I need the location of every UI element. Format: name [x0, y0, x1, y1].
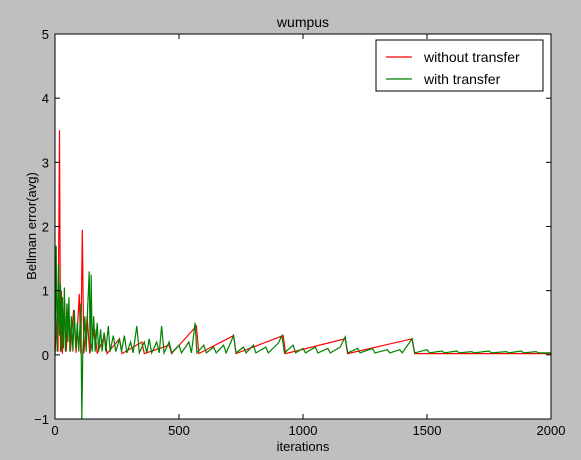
y-tick-label: 2: [42, 220, 49, 235]
x-tick-label: 1500: [413, 423, 442, 438]
y-tick-label: 1: [42, 284, 49, 299]
chart-title: wumpus: [276, 14, 329, 30]
legend-label-without-transfer: without transfer: [423, 49, 520, 65]
series-layer: [54, 130, 551, 420]
y-tick-label: 5: [42, 27, 49, 42]
y-tick-label: −1: [34, 412, 49, 427]
x-tick-label: 1000: [289, 423, 318, 438]
x-tick-label: 0: [51, 423, 58, 438]
legend: without transfer with transfer: [375, 39, 544, 92]
x-tick-label: 2000: [537, 423, 566, 438]
y-tick-label: 3: [42, 155, 49, 170]
x-tick-label: 500: [168, 423, 190, 438]
y-axis-label: Bellman error(avg): [24, 172, 39, 280]
y-tick-label: 0: [42, 348, 49, 363]
x-axis-label: iterations: [277, 439, 330, 454]
legend-box: [375, 39, 544, 92]
plot-area-background: [55, 34, 551, 419]
legend-label-with-transfer: with transfer: [423, 71, 501, 87]
y-tick-label: 4: [42, 91, 49, 106]
series-line-with-transfer: [54, 245, 551, 420]
